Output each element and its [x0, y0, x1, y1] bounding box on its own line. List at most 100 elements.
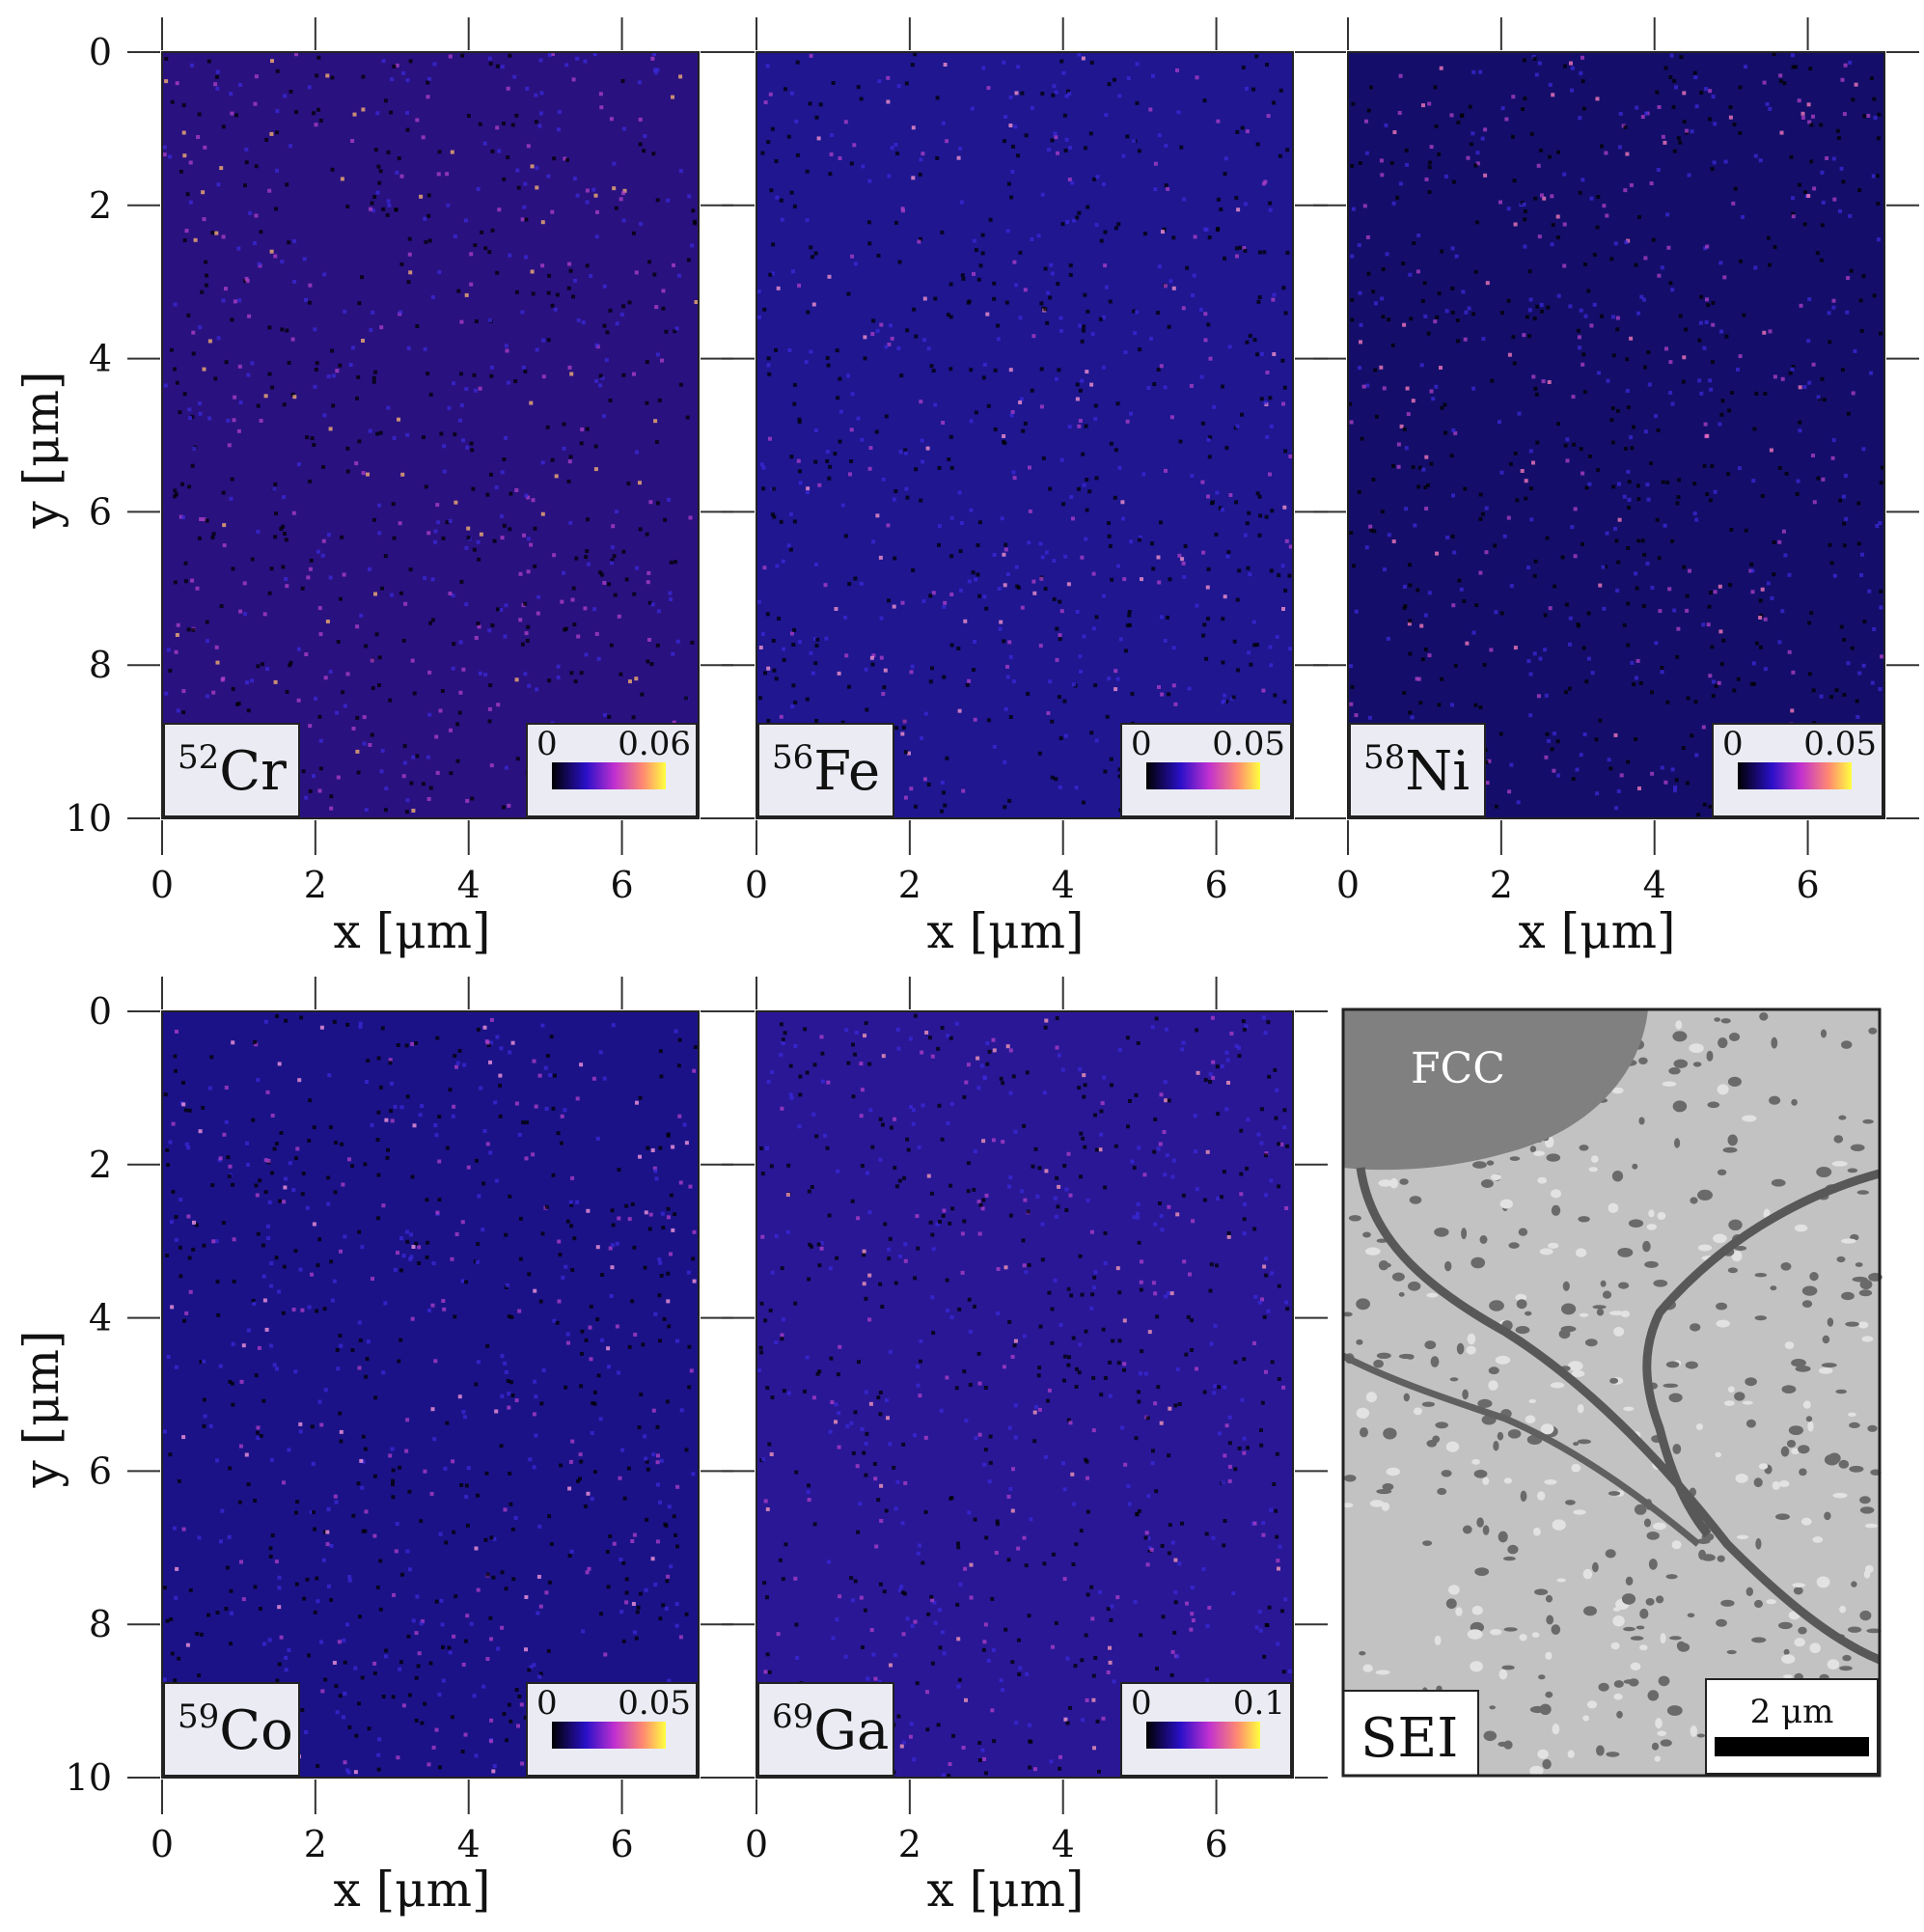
sei-particle [1771, 1178, 1786, 1187]
heatmap-pixel [495, 1035, 500, 1039]
heatmap-pixel [884, 345, 889, 349]
heatmap-pixel [547, 53, 552, 58]
sei-particle [1769, 1095, 1781, 1105]
heatmap-pixel [901, 1632, 906, 1637]
heatmap-pixel [1099, 1132, 1104, 1137]
sei-particle [1545, 1691, 1553, 1698]
heatmap-pixel [373, 370, 378, 374]
heatmap-pixel [1181, 1040, 1186, 1045]
heatmap-pixel [399, 1660, 403, 1665]
heatmap-pixel [609, 643, 614, 648]
sei-particle [1628, 1219, 1644, 1228]
sei-particle [1482, 1477, 1490, 1485]
heatmap-pixel [1038, 644, 1043, 649]
heatmap-pixel [1550, 242, 1554, 247]
heatmap-pixel [1272, 352, 1277, 356]
heatmap-pixel [1232, 639, 1237, 644]
sei-particle [1644, 1260, 1659, 1268]
heatmap-pixel [401, 70, 406, 75]
heatmap-pixel [481, 1181, 486, 1186]
heatmap-pixel [795, 60, 800, 65]
heatmap-pixel [1690, 129, 1694, 134]
heatmap-pixel [1475, 161, 1480, 166]
heatmap-pixel [1000, 516, 1004, 521]
heatmap-pixel [1107, 676, 1112, 681]
heatmap-pixel [174, 649, 179, 654]
heatmap-pixel [942, 675, 947, 679]
heatmap-pixel [1405, 162, 1409, 167]
heatmap-pixel [664, 1606, 669, 1611]
heatmap-pixel [1277, 1377, 1281, 1381]
heatmap-pixel [1423, 485, 1428, 489]
heatmap-pixel [1086, 1199, 1090, 1202]
heatmap-pixel [1240, 125, 1245, 130]
heatmap-pixel [244, 160, 249, 165]
heatmap-pixel [877, 1679, 882, 1684]
heatmap-pixel [911, 125, 916, 130]
sei-particle [1356, 1407, 1370, 1419]
heatmap-pixel [406, 346, 411, 350]
heatmap-pixel [1002, 1365, 1006, 1369]
heatmap-pixel [514, 488, 519, 492]
heatmap-pixel [269, 1261, 274, 1266]
heatmap-pixel [781, 1317, 785, 1322]
heatmap-pixel [1453, 663, 1458, 668]
heatmap-pixel [804, 360, 809, 365]
heatmap-pixel [1616, 408, 1620, 413]
heatmap-pixel [375, 1585, 380, 1589]
heatmap-pixel [1080, 339, 1085, 344]
heatmap-pixel [838, 1594, 842, 1599]
heatmap-pixel [1802, 385, 1807, 389]
heatmap-pixel [302, 257, 307, 262]
heatmap-pixel [1221, 384, 1224, 389]
heatmap-pixel [1657, 273, 1662, 278]
heatmap-pixel [1278, 153, 1282, 158]
heatmap-pixel [182, 153, 187, 158]
heatmap-pixel [1281, 1385, 1286, 1390]
heatmap-pixel [605, 1550, 610, 1554]
heatmap-pixel [1699, 91, 1704, 96]
heatmap-pixel [504, 1587, 508, 1591]
heatmap-pixel [664, 329, 669, 334]
heatmap-pixel [187, 1256, 192, 1260]
heatmap-pixel [307, 1653, 311, 1658]
heatmap-pixel [1162, 1130, 1167, 1134]
heatmap-pixel [270, 1533, 275, 1537]
heatmap-pixel [442, 469, 447, 474]
heatmap-pixel [930, 1232, 935, 1237]
heatmap-pixel [358, 1615, 362, 1619]
heatmap-pixel [1103, 1230, 1108, 1235]
heatmap-pixel [579, 671, 584, 676]
sei-particle [1695, 1423, 1704, 1430]
heatmap-pixel [1494, 610, 1498, 615]
heatmap-pixel [1256, 299, 1261, 304]
heatmap-pixel [1791, 214, 1796, 219]
heatmap-pixel [1167, 1291, 1171, 1295]
heatmap-pixel [1843, 473, 1848, 478]
heatmap-pixel [1770, 595, 1774, 600]
heatmap-pixel [1264, 1151, 1269, 1156]
sei-particle [1584, 1339, 1598, 1347]
heatmap-pixel [230, 1381, 234, 1386]
heatmap-pixel [1415, 676, 1419, 681]
sei-particle [1546, 1153, 1561, 1162]
heatmap-pixel [508, 253, 512, 258]
heatmap-pixel [1523, 97, 1527, 101]
sei-particle [1365, 1247, 1381, 1256]
heatmap-pixel [471, 486, 476, 491]
heatmap-pixel [886, 523, 891, 528]
heatmap-pixel [1692, 70, 1697, 75]
heatmap-pixel [837, 1411, 841, 1416]
heatmap-pixel [1074, 1542, 1079, 1547]
heatmap-pixel [1563, 690, 1568, 695]
heatmap-pixel [1789, 154, 1794, 159]
heatmap-pixel [851, 1450, 856, 1455]
heatmap-pixel [1252, 1340, 1256, 1345]
heatmap-pixel [1010, 1355, 1015, 1359]
heatmap-pixel [410, 658, 415, 663]
heatmap-pixel [1247, 511, 1251, 515]
heatmap-pixel [414, 1675, 419, 1680]
heatmap-pixel [1098, 317, 1103, 321]
heatmap-pixel [601, 414, 606, 419]
sei-particle [1791, 1359, 1806, 1367]
